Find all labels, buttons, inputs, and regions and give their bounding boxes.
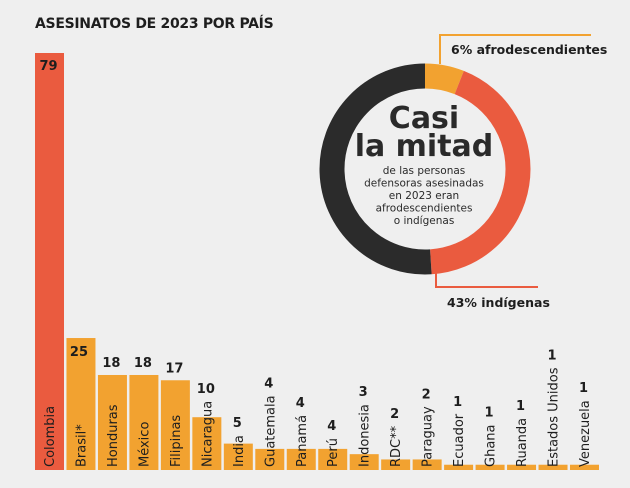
bar-value-label: 1: [485, 406, 494, 421]
bar-category-label: Guatemala: [263, 395, 278, 467]
indigenous-leader-line: [435, 273, 538, 288]
bar-value-label: 1: [579, 381, 588, 396]
donut-slice: [424, 63, 464, 95]
donut-slice: [429, 70, 531, 275]
donut-headline: la mitad: [355, 129, 494, 164]
bar-value-label: 4: [296, 396, 305, 411]
bar-value-label: 18: [134, 356, 152, 371]
bar-value-label: 1: [516, 399, 525, 414]
chart-title: ASESINATOS DE 2023 POR PAÍS: [35, 16, 274, 32]
donut-headline: Casi: [389, 101, 459, 136]
afro-slice-label: 6% afrodescendientes: [451, 42, 607, 57]
bar-category-label: Paraguay: [421, 406, 436, 467]
bar-category-label: Brasil*: [74, 424, 89, 467]
donut-body-text: de las personas: [383, 165, 466, 177]
bar-value-label: 5: [233, 416, 242, 431]
bar: [97, 374, 127, 470]
bar-category-label: India: [232, 435, 247, 467]
bar-value-label: 18: [102, 356, 120, 371]
bar-category-label: Estados Unidos: [547, 367, 562, 467]
bar: [569, 464, 599, 470]
bar: [444, 464, 474, 470]
bar-value-label: 4: [264, 376, 273, 391]
bar-category-label: Venezuela: [578, 400, 593, 467]
bar: [192, 417, 222, 470]
bar: [129, 374, 159, 470]
bar-category-label: Ecuador: [452, 413, 467, 467]
bar-category-label: Perú: [326, 438, 341, 467]
bar: [223, 443, 253, 470]
indigenous-slice-label: 43% indígenas: [447, 295, 550, 310]
bar-category-label: Honduras: [106, 404, 121, 467]
bar-category-label: Ruanda: [515, 418, 530, 467]
bar-category-label: RDC**: [389, 425, 404, 467]
bar-value-label: 4: [327, 419, 336, 434]
bar-category-label: Indonesia: [358, 404, 373, 467]
bar-value-label: 2: [422, 387, 431, 402]
bar: [35, 53, 64, 470]
bar-value-label: 17: [165, 361, 183, 376]
bar-value-label: 79: [39, 59, 57, 74]
bar: [412, 459, 442, 470]
bar: [538, 464, 568, 470]
afro-leader-line: [439, 34, 591, 64]
donut-body-text: en 2023 eran: [389, 190, 459, 202]
bar-category-label: Filipinas: [169, 415, 184, 467]
donut-chart: 6% afrodescendientes 43% indígenas Casila …: [319, 34, 607, 310]
donut-body-text: afrodescendientes: [376, 203, 473, 215]
bar-value-label: 3: [359, 385, 368, 400]
bar: [381, 459, 411, 470]
bar-value-label: 1: [453, 395, 462, 410]
bar: [286, 448, 316, 470]
bar: [255, 448, 285, 470]
bar-value-label: 2: [390, 407, 399, 422]
bar-category-label: Panamá: [295, 415, 310, 467]
bar: [318, 448, 348, 470]
donut-body-text: defensoras asesinadas: [364, 178, 484, 190]
bar-category-label: Colombia: [43, 406, 58, 467]
bar-value-label: 25: [70, 345, 88, 360]
bar: [475, 464, 505, 470]
bar: [507, 464, 537, 470]
donut-slice: [319, 63, 432, 275]
bar-category-label: México: [137, 422, 152, 467]
bar-chart: Colombia79Brasil*25Honduras18México18Fil…: [35, 53, 599, 470]
bar-category-label: Ghana: [484, 425, 499, 468]
bar-value-label: 1: [547, 348, 556, 363]
bar: [160, 380, 190, 470]
bar-category-label: Nicaragua: [200, 401, 215, 467]
bar: [66, 338, 96, 470]
bar: [349, 454, 379, 470]
donut-body-text: o indígenas: [394, 215, 455, 227]
bar-value-label: 10: [197, 382, 215, 397]
